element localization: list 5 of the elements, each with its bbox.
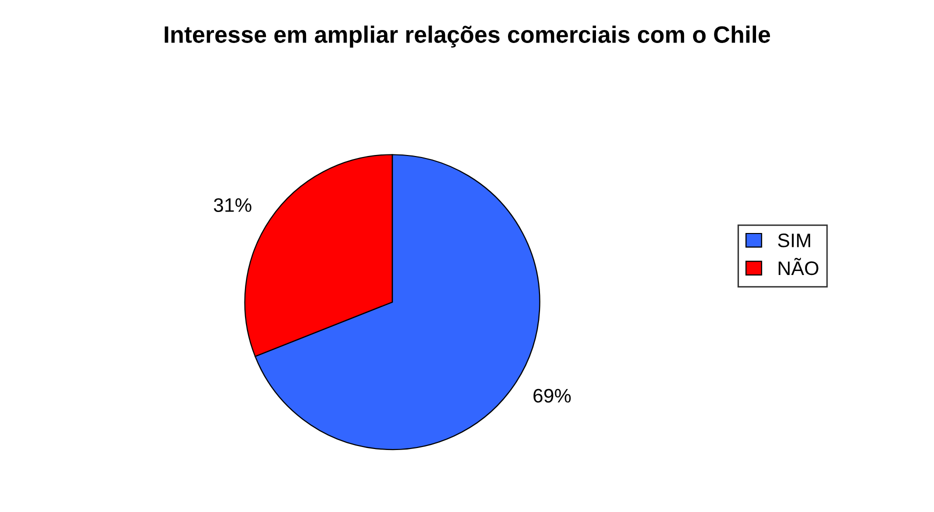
data-label: 69% [534, 388, 571, 403]
legend-label: SIM [778, 234, 810, 248]
legend-label: NÃO [778, 258, 818, 276]
chart-title: Interesse em ampliar relações comerciais com o Chile [164, 26, 770, 48]
data-label: 31% [214, 198, 252, 212]
